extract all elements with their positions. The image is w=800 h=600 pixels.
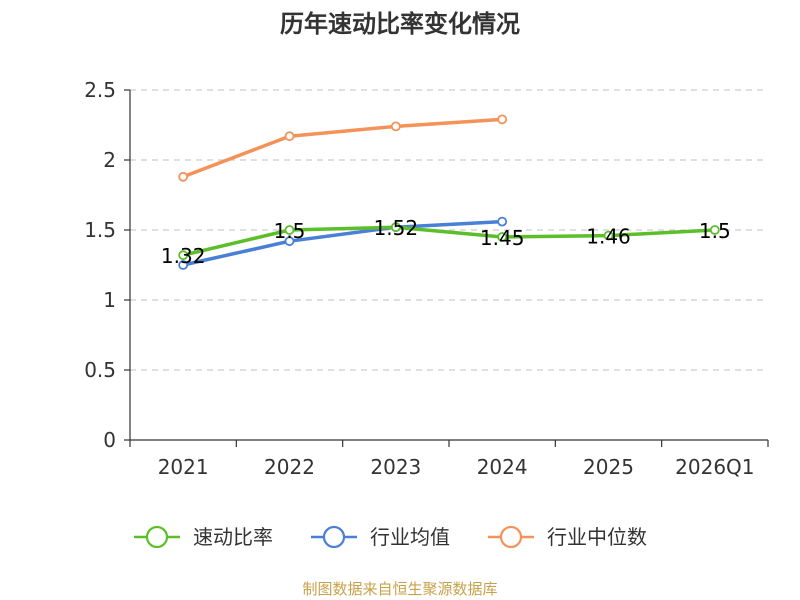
series: [178, 114, 720, 270]
y-tick-label: 0.5: [84, 358, 116, 382]
data-point: [284, 225, 295, 235]
grid: [130, 89, 768, 371]
data-point: [284, 236, 295, 247]
data-point: [603, 230, 614, 241]
data-label: 1.5: [699, 219, 731, 243]
y-tick-label: 1.5: [84, 218, 116, 242]
data-point: [709, 225, 720, 235]
x-tick-label: 2022: [264, 455, 315, 479]
series-line: [182, 225, 715, 257]
data-point: [178, 260, 189, 270]
data-point: [497, 232, 508, 242]
legend: 速动比率 行业均值 行业中位数: [134, 525, 647, 549]
legend-marker: [145, 525, 169, 549]
source-note: 制图数据来自恒生聚源数据库: [302, 580, 497, 598]
data-label: 1.52: [374, 216, 419, 240]
data-label: 1.45: [480, 226, 525, 250]
y-tick-label: 2: [103, 148, 116, 172]
x-tick-label: 2023: [370, 455, 421, 479]
x-tick-label: 2026Q1: [675, 455, 754, 479]
data-point: [178, 250, 189, 261]
data-label: 1.32: [161, 244, 206, 268]
chart-title: 历年速动比率变化情况: [280, 10, 520, 38]
data-point: [497, 114, 508, 125]
y-tick-label: 1: [103, 288, 116, 312]
legend-item[interactable]: 行业中位数: [488, 525, 647, 549]
x-tick-label: 2024: [477, 455, 528, 479]
legend-label: 速动比率: [193, 525, 273, 549]
legend-label: 行业均值: [370, 525, 450, 549]
legend-item[interactable]: 速动比率: [134, 525, 273, 549]
data-labels: 1.32 1.5 1.52 1.45 1.46 1.5: [161, 216, 731, 268]
data-point: [284, 131, 295, 142]
data-point: [390, 222, 401, 233]
x-tick-label: 2021: [158, 455, 209, 479]
y-tick-label: 2.5: [84, 78, 116, 102]
legend-marker: [499, 525, 523, 549]
data-point: [390, 121, 401, 132]
legend-marker: [322, 525, 346, 549]
data-point: [497, 216, 508, 227]
data-label: 1.46: [586, 225, 631, 249]
series-line: [182, 219, 503, 267]
y-tick-label: 0: [103, 428, 116, 452]
x-tick-label: 2025: [583, 455, 634, 479]
data-point: [178, 171, 189, 182]
legend-item[interactable]: 行业均值: [311, 525, 450, 549]
legend-label: 行业中位数: [547, 525, 647, 549]
data-label: 1.5: [274, 219, 306, 243]
series-line: [182, 117, 503, 179]
